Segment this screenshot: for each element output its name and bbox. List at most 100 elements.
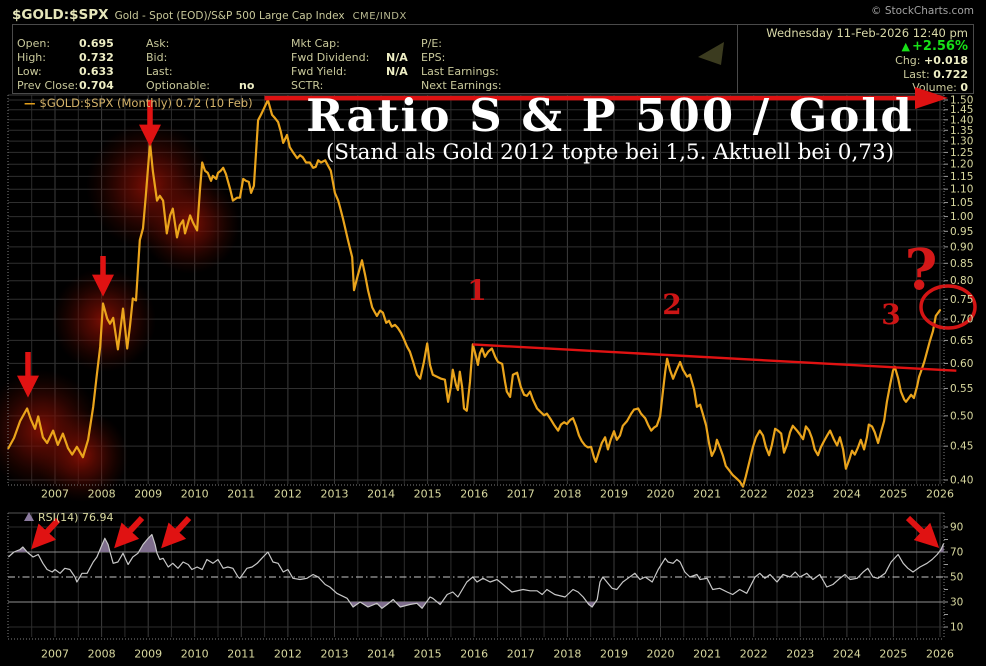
svg-text:1.25: 1.25: [950, 147, 973, 159]
annotation-title-block: Ratio S & P 500 / Gold (Stand als Gold 2…: [250, 92, 970, 166]
glow-2008: [52, 268, 156, 372]
open-label: Open:: [17, 37, 51, 50]
last-price-label: Last:: [903, 67, 930, 81]
svg-text:70: 70: [950, 547, 963, 559]
svg-text:2007: 2007: [41, 648, 69, 661]
svg-text:30: 30: [950, 597, 963, 609]
quote-panel: Open: 0.695 High: 0.732 Low: 0.633 Prev …: [12, 24, 974, 94]
next-earnings-label: Next Earnings:: [421, 79, 502, 92]
svg-text:2023: 2023: [786, 488, 814, 501]
red-circle-current-value: [919, 284, 977, 330]
svg-text:2017: 2017: [507, 488, 535, 501]
quote-panel-divider: [737, 25, 738, 93]
up-triangle-icon: ▲: [901, 40, 910, 53]
exchange-label: CME/INDX: [352, 11, 407, 22]
stockcharts-copyright: © StockCharts.com: [871, 5, 974, 17]
rsi-legend: RSI(14) 76.94: [24, 511, 113, 524]
svg-text:2008: 2008: [88, 488, 116, 501]
svg-text:2013: 2013: [321, 648, 349, 661]
high-label: High:: [17, 51, 46, 64]
svg-text:2017: 2017: [507, 648, 535, 661]
high-value: 0.732: [79, 51, 114, 64]
red-annotations: 1 2 3 ?: [17, 42, 977, 550]
last-earnings-label: Last Earnings:: [421, 65, 499, 78]
main-chart-legend: — $GOLD:$SPX (Monthly) 0.72 (10 Feb): [24, 96, 253, 110]
svg-text:2022: 2022: [740, 648, 768, 661]
ask-label: Ask:: [146, 37, 170, 50]
svg-text:0.45: 0.45: [950, 441, 973, 453]
svg-text:2010: 2010: [181, 488, 209, 501]
bid-label: Bid:: [146, 51, 168, 64]
svg-text:2025: 2025: [879, 648, 907, 661]
svg-text:0.70: 0.70: [950, 314, 973, 326]
ticker-symbol: $GOLD:$SPX: [12, 7, 109, 23]
pe-label: P/E:: [421, 37, 442, 50]
volume-value: 0: [960, 81, 968, 94]
fwd-yield-label: Fwd Yield:: [291, 65, 347, 78]
open-value: 0.695: [79, 37, 114, 50]
svg-text:1.35: 1.35: [950, 125, 973, 137]
glow-2009b: [140, 174, 240, 274]
axis-labels: 0.40 0.45 0.50 0.55 0.60 0.65 0.70 0.75 0.80 0.85…: [7, 95, 973, 661]
svg-text:2026: 2026: [926, 488, 954, 501]
quote-datetime: Wednesday 11-Feb-2026 12:40 pm: [766, 26, 968, 40]
last-label: Last:: [146, 65, 173, 78]
svg-text:1.15: 1.15: [950, 171, 973, 183]
svg-text:2012: 2012: [274, 648, 302, 661]
annotation-label-3: 3: [881, 298, 900, 331]
svg-text:2021: 2021: [693, 648, 721, 661]
rsi-arrow-2026-icon: [905, 515, 940, 548]
annotation-label-2: 2: [662, 288, 681, 321]
svg-text:2011: 2011: [227, 488, 255, 501]
ticker-description: Gold - Spot (EOD)/S&P 500 Large Cap Inde…: [114, 10, 345, 22]
svg-text:2020: 2020: [647, 488, 675, 501]
svg-text:2021: 2021: [693, 488, 721, 501]
svg-text:2019: 2019: [600, 648, 628, 661]
svg-text:2016: 2016: [460, 488, 488, 501]
prev-close-value: 0.704: [79, 79, 114, 92]
rsi-arrow-2008-icon: [114, 515, 145, 549]
optionable-value: no: [239, 79, 255, 92]
sctr-label: SCTR:: [291, 79, 324, 92]
volume-label: Volume:: [912, 81, 957, 94]
svg-text:2009: 2009: [134, 488, 162, 501]
glow-2007: [0, 370, 102, 490]
svg-text:2009: 2009: [134, 648, 162, 661]
svg-text:1.45: 1.45: [950, 104, 973, 116]
svg-text:2024: 2024: [833, 488, 861, 501]
svg-text:90: 90: [950, 522, 963, 534]
svg-text:2012: 2012: [274, 488, 302, 501]
svg-text:2007: 2007: [41, 488, 69, 501]
svg-text:1.05: 1.05: [950, 197, 973, 209]
svg-text:0.90: 0.90: [950, 241, 973, 253]
grid-lines: [8, 94, 944, 637]
svg-text:2011: 2011: [227, 648, 255, 661]
last-price-value: 0.722: [933, 67, 968, 81]
svg-text:1.10: 1.10: [950, 184, 973, 196]
svg-text:2018: 2018: [553, 648, 581, 661]
svg-text:0.50: 0.50: [950, 410, 973, 422]
fwd-dividend-label: Fwd Dividend:: [291, 51, 370, 64]
svg-text:2018: 2018: [553, 488, 581, 501]
svg-text:1.30: 1.30: [950, 136, 973, 148]
rsi-arrow-2009-icon: [161, 515, 192, 549]
svg-text:1.40: 1.40: [950, 114, 973, 126]
svg-text:0.40: 0.40: [950, 475, 973, 487]
optionable-label: Optionable:: [146, 79, 210, 92]
svg-text:2024: 2024: [833, 648, 861, 661]
svg-text:0.80: 0.80: [950, 275, 973, 287]
annotation-question-mark: ?: [905, 237, 938, 303]
chg-value: +0.018: [923, 54, 968, 67]
svg-text:2014: 2014: [367, 648, 395, 661]
svg-text:1.00: 1.00: [950, 211, 973, 223]
red-glow-highlights: [0, 122, 240, 502]
svg-text:2025: 2025: [879, 488, 907, 501]
eps-label: EPS:: [421, 51, 446, 64]
svg-text:2016: 2016: [460, 648, 488, 661]
svg-text:10: 10: [950, 622, 963, 634]
svg-text:1.20: 1.20: [950, 159, 973, 171]
svg-text:2008: 2008: [88, 648, 116, 661]
svg-text:2013: 2013: [321, 488, 349, 501]
svg-text:50: 50: [950, 572, 963, 584]
rsi-triangle-icon: [24, 512, 34, 521]
